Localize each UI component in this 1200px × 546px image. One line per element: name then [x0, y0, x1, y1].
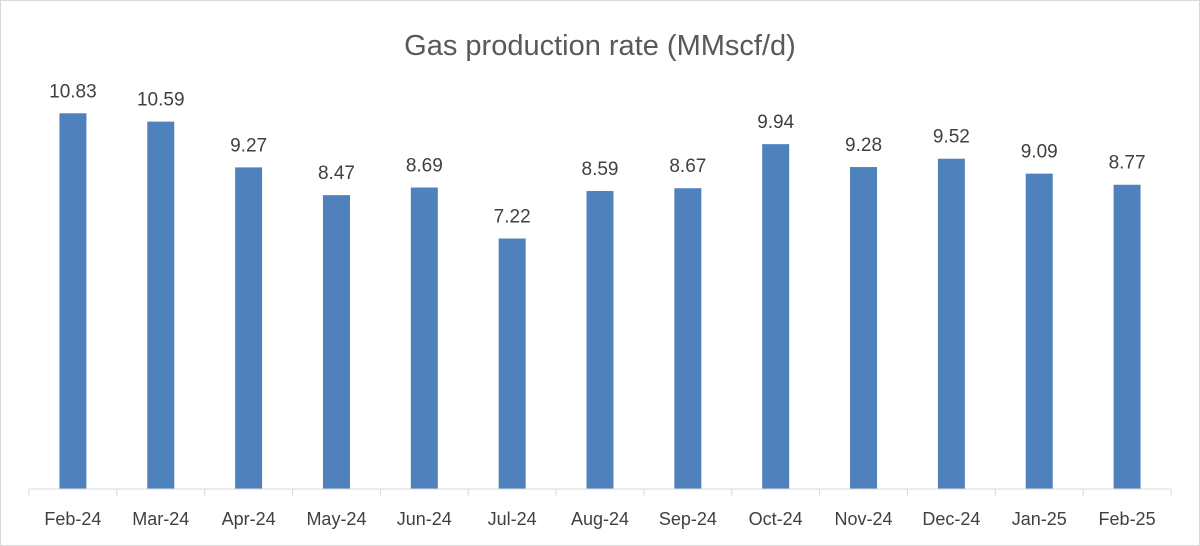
data-label-nov-24: 9.28 — [845, 135, 882, 156]
x-tick-label-jul-24: Jul-24 — [488, 509, 537, 529]
data-labels-group: 10.83 10.59 9.27 8.47 8.69 7.22 8.59 8.67 9.94 9.… — [49, 81, 1145, 227]
x-tick-label-apr-24: Apr-24 — [222, 509, 276, 529]
x-axis-ticks-group — [28, 489, 1172, 496]
x-tick-label-dec-24: Dec-24 — [922, 509, 980, 529]
x-tick-label-oct-24: Oct-24 — [749, 509, 803, 529]
bar-may-24 — [322, 195, 350, 489]
data-label-dec-24: 9.52 — [933, 127, 970, 148]
data-label-jul-24: 7.22 — [494, 207, 531, 228]
x-tick-label-nov-24: Nov-24 — [835, 509, 893, 529]
data-label-may-24: 8.47 — [318, 163, 355, 184]
bar-nov-24 — [850, 167, 878, 489]
x-tick-label-jan-25: Jan-25 — [1012, 509, 1067, 529]
bar-aug-24 — [586, 190, 614, 489]
x-tick-label-may-24: May-24 — [306, 509, 366, 529]
bar-feb-24 — [59, 113, 87, 489]
bar-jan-25 — [1025, 173, 1053, 490]
data-label-jun-24: 8.69 — [406, 156, 443, 177]
data-label-jan-25: 9.09 — [1021, 142, 1058, 163]
bar-oct-24 — [762, 144, 790, 490]
data-label-apr-24: 9.27 — [230, 135, 267, 156]
data-label-feb-25: 8.77 — [1109, 153, 1146, 174]
x-tick-label-sep-24: Sep-24 — [659, 509, 717, 529]
bar-feb-25 — [1113, 184, 1141, 489]
x-tick-label-feb-25: Feb-25 — [1099, 509, 1156, 529]
data-label-aug-24: 8.59 — [582, 159, 619, 180]
chart-title: Gas production rate (MMscf/d) — [404, 30, 796, 62]
bar-apr-24 — [235, 167, 263, 489]
x-axis-tick-labels-group: Feb-24 Mar-24 Apr-24 May-24 Jun-24 Jul-24 Aug-… — [44, 509, 1155, 529]
x-tick-label-jun-24: Jun-24 — [397, 509, 452, 529]
bar-sep-24 — [674, 188, 702, 489]
bar-jul-24 — [498, 238, 526, 489]
data-label-mar-24: 10.59 — [137, 90, 185, 111]
x-tick-label-aug-24: Aug-24 — [571, 509, 629, 529]
x-tick-label-feb-24: Feb-24 — [44, 509, 101, 529]
data-label-oct-24: 9.94 — [757, 112, 794, 133]
bars-group — [59, 113, 1141, 490]
data-label-feb-24: 10.83 — [49, 81, 97, 102]
bar-dec-24 — [937, 158, 965, 489]
x-tick-label-mar-24: Mar-24 — [132, 509, 189, 529]
data-label-sep-24: 8.67 — [669, 156, 706, 177]
bar-mar-24 — [147, 121, 175, 489]
bar-jun-24 — [410, 187, 438, 489]
